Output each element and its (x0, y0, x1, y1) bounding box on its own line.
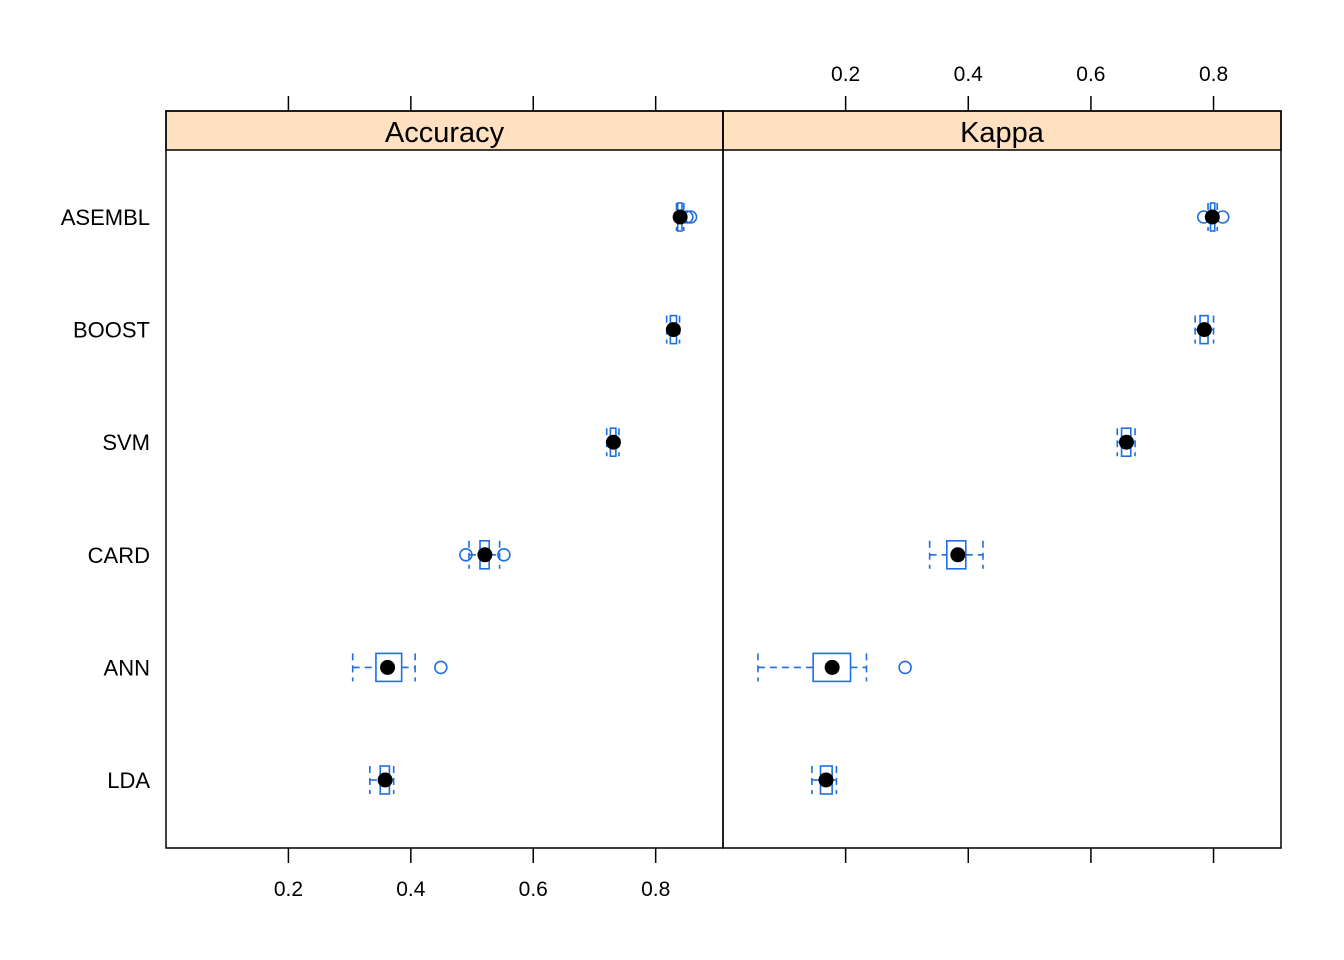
box-accuracy-card-median (477, 547, 493, 563)
box-kappa-asembl-median (1204, 209, 1220, 225)
model-label-card: CARD (88, 543, 150, 568)
strip-label-kappa: Kappa (960, 117, 1045, 149)
box-kappa-ann-iqr (812, 652, 852, 683)
box-accuracy-asembl-median (672, 209, 688, 225)
box-plots (351, 202, 1230, 795)
box-accuracy-card-outlier-0 (459, 547, 473, 562)
model-label-lda: LDA (107, 768, 150, 793)
tick-label-kappa-0: 0.2 (831, 63, 860, 86)
box-accuracy-card-outlier-1 (497, 547, 511, 562)
tick-label-kappa-3: 0.8 (1199, 63, 1228, 86)
box-kappa-ann-median (824, 659, 840, 675)
box-kappa-card-iqr (946, 539, 967, 570)
box-accuracy-ann-outlier-0 (434, 660, 448, 675)
box-accuracy-ann-iqr (375, 652, 403, 683)
tick-label-accuracy-1: 0.4 (396, 878, 426, 901)
tick-label-accuracy-2: 0.6 (519, 878, 548, 901)
model-label-boost: BOOST (73, 318, 150, 343)
box-accuracy-svm-median (605, 434, 621, 450)
tick-label-kappa-1: 0.4 (954, 63, 984, 86)
strip-accuracy (165, 110, 724, 151)
axis-ticks: 0.2 0.4 0.6 0.8 0.2 0.4 0.6 0.8 (274, 63, 1228, 901)
panel-frame-kappa (722, 110, 1282, 849)
model-label-ann: ANN (104, 655, 150, 680)
box-kappa-lda-median (818, 772, 834, 788)
strip-label-accuracy: Accuracy (385, 117, 505, 149)
model-label-svm: SVM (102, 430, 150, 455)
box-kappa-card-median (950, 547, 966, 563)
tick-label-kappa-2: 0.6 (1076, 63, 1105, 86)
tick-label-accuracy-0: 0.2 (274, 878, 303, 901)
model-label-asembl: ASEMBL (61, 205, 150, 230)
box-accuracy-boost-median (665, 322, 681, 338)
model-labels: ASEMBL BOOST SVM CARD ANN LDA (61, 205, 151, 793)
box-kappa-ann-outlier-0 (898, 660, 912, 675)
panel-frames (165, 110, 1282, 849)
tick-label-accuracy-3: 0.8 (641, 878, 670, 901)
box-accuracy-ann-median (380, 659, 396, 675)
box-kappa-boost-median (1196, 322, 1212, 338)
box-kappa-svm-median (1118, 434, 1134, 450)
box-accuracy-lda-median (377, 772, 393, 788)
